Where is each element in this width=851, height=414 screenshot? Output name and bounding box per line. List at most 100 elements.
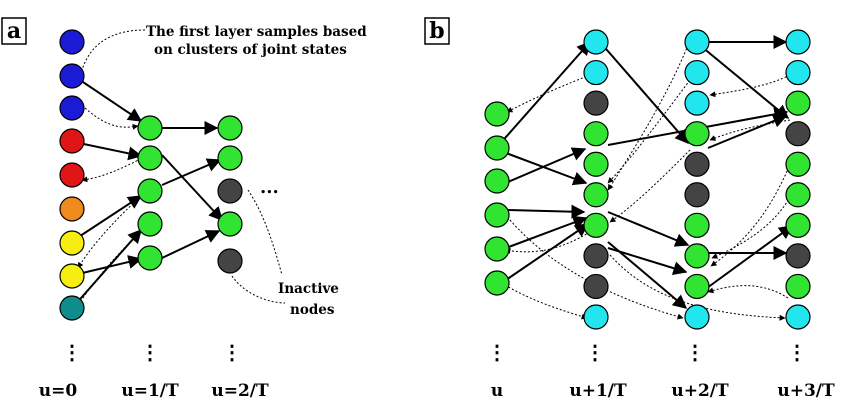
- dotted-edge: [506, 74, 591, 113]
- node-green: [684, 121, 710, 147]
- node-red: [59, 162, 85, 188]
- solid-edge: [73, 195, 143, 241]
- node-dark: [785, 243, 811, 269]
- vertical-dots: ⋮: [62, 340, 82, 364]
- node-cyan: [684, 29, 710, 55]
- solid-edge: [507, 204, 586, 219]
- panel-b-vertical-dots: ⋮ ⋮ ⋮ ⋮: [487, 340, 807, 364]
- node-green: [217, 211, 243, 237]
- dotted-edge: [607, 44, 689, 191]
- node-green: [583, 182, 609, 208]
- column-label-u1T: u=1/T: [121, 381, 179, 401]
- node-cyan: [684, 59, 710, 86]
- node-cyan: [684, 304, 710, 330]
- node-green: [484, 270, 510, 296]
- node-green: [785, 90, 811, 116]
- node-dark: [583, 243, 609, 269]
- vertical-dots: ⋮: [487, 340, 507, 364]
- node-cyan: [684, 90, 710, 116]
- node-yellow: [59, 263, 85, 289]
- node-green: [484, 135, 510, 161]
- node-blue: [59, 95, 85, 121]
- node-green: [484, 236, 510, 262]
- solid-edge: [695, 41, 790, 119]
- vertical-dots: ⋮: [140, 340, 160, 364]
- node-cyan: [785, 29, 811, 55]
- vertical-dots: ⋮: [787, 340, 807, 364]
- panel-a-letter: a: [7, 18, 21, 44]
- node-cyan: [583, 59, 609, 86]
- node-green: [484, 202, 510, 228]
- panel-b: b: [424, 17, 835, 401]
- node-blue: [59, 63, 85, 89]
- node-green: [137, 115, 163, 141]
- panel-a-nodes: [59, 29, 243, 321]
- node-green: [785, 273, 811, 300]
- panel-b-solid-arrows: [497, 35, 794, 309]
- panel-a-letter-box: [1, 17, 27, 45]
- panel-a-vertical-dots: ⋮ ⋮ ⋮: [62, 340, 242, 364]
- node-dark: [583, 273, 609, 300]
- annotation-first-layer-line2: on clusters of joint states: [154, 42, 347, 58]
- column-label-u2T: u=2/T: [211, 381, 269, 401]
- dotted-edge: [711, 184, 796, 259]
- column-label-u+1T: u+1/T: [569, 381, 627, 401]
- annotation-leader-first-layer: [81, 29, 146, 71]
- dotted-edge: [509, 219, 684, 320]
- node-green: [484, 168, 510, 194]
- column-label-u0: u=0: [39, 381, 78, 401]
- solid-edge: [505, 152, 588, 186]
- solid-edge: [505, 223, 590, 281]
- panel-b-letter: b: [429, 18, 444, 44]
- panel-b-nodes: [484, 29, 811, 330]
- node-dark: [684, 182, 710, 208]
- node-green: [785, 151, 811, 177]
- column-label-u+2T: u+2/T: [671, 381, 729, 401]
- node-orange: [59, 196, 85, 222]
- node-green: [684, 243, 710, 269]
- node-yellow: [59, 230, 85, 256]
- node-green: [137, 145, 163, 171]
- ellipsis-continuation: ...: [260, 177, 279, 198]
- node-cyan: [583, 304, 609, 330]
- annotation-first-layer-line1: The first layer samples based: [146, 24, 367, 40]
- solid-edge: [161, 230, 221, 259]
- dotted-edge: [504, 231, 591, 254]
- node-green: [217, 145, 243, 171]
- annotation-inactive-line1: Inactive: [278, 281, 339, 297]
- node-green: [583, 151, 609, 177]
- dotted-edge: [77, 189, 149, 269]
- node-dark: [684, 151, 710, 177]
- solid-edge: [161, 154, 223, 222]
- annotation-inactive-line2: nodes: [290, 302, 335, 318]
- panel-a: a The first layer samples based on clust…: [1, 17, 367, 401]
- panel-b-letter-box: [424, 17, 450, 45]
- node-blue: [59, 29, 85, 55]
- node-green: [785, 212, 811, 238]
- panel-a-solid-arrows: [73, 75, 223, 307]
- panel-a-dotted-arrows: [77, 107, 149, 306]
- dotted-edge: [710, 159, 793, 267]
- dotted-edge: [77, 224, 149, 306]
- solid-edge: [73, 228, 142, 307]
- column-label-u: u: [491, 381, 503, 401]
- solid-edge: [707, 114, 788, 149]
- solid-edge: [161, 158, 222, 186]
- node-green: [484, 101, 510, 127]
- vertical-dots: ⋮: [685, 340, 705, 364]
- annotation-leader-inactive-1: [247, 189, 283, 276]
- node-cyan: [785, 59, 811, 86]
- node-dark: [785, 121, 811, 147]
- solid-edge: [73, 141, 143, 161]
- node-cyan: [785, 304, 811, 330]
- node-green: [684, 212, 710, 238]
- node-green: [785, 182, 811, 208]
- node-green: [137, 245, 163, 271]
- solid-edge: [607, 247, 688, 275]
- node-dark: [217, 248, 243, 274]
- node-green: [137, 211, 163, 237]
- node-green: [583, 212, 609, 238]
- node-red: [59, 128, 85, 154]
- solid-edge: [599, 41, 689, 145]
